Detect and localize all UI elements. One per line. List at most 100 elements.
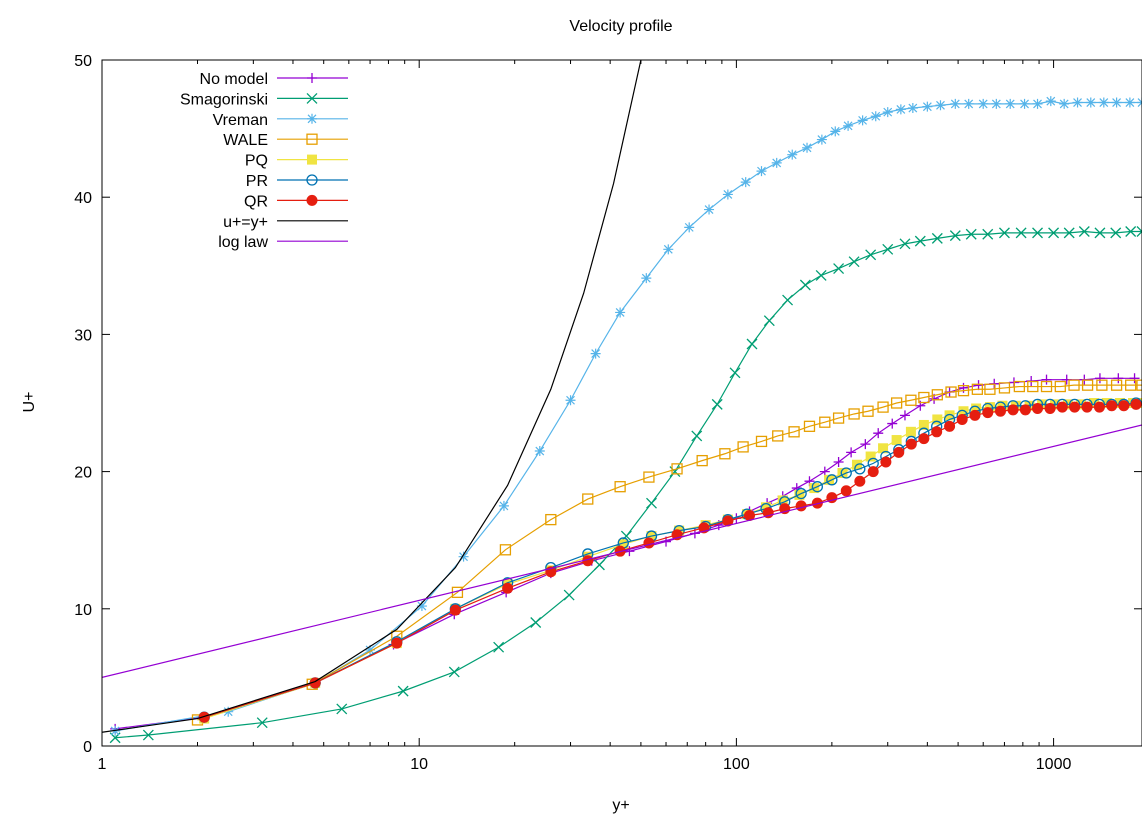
data-point-no-model bbox=[899, 410, 910, 421]
y-axis-label: U+ bbox=[21, 392, 38, 413]
data-point-vreman bbox=[843, 120, 854, 131]
legend: No model Smagorinski Vreman WALE PQ PR QR u+=y+… bbox=[180, 71, 348, 251]
legend-item-no-model: No model bbox=[200, 71, 348, 88]
data-point-smagorinski bbox=[397, 685, 409, 697]
series-pq bbox=[199, 398, 1142, 724]
data-point-smagorinski bbox=[965, 228, 977, 240]
legend-label: PQ bbox=[245, 153, 268, 170]
data-point-pr bbox=[840, 467, 852, 479]
data-point-pq bbox=[984, 402, 995, 413]
series-qr bbox=[198, 398, 1142, 723]
data-point-vreman bbox=[870, 111, 881, 122]
data-point-pq bbox=[761, 502, 772, 513]
plot-series bbox=[102, 60, 1142, 744]
data-point-vreman bbox=[534, 446, 545, 457]
series-line-u-y bbox=[102, 60, 642, 733]
data-point-wale bbox=[1027, 380, 1039, 393]
chart-title: Velocity profile bbox=[569, 18, 672, 35]
data-point-qr bbox=[795, 500, 807, 512]
legend-marker bbox=[307, 73, 317, 83]
data-point-wale bbox=[1125, 379, 1137, 391]
data-point-wale bbox=[877, 401, 889, 413]
data-point-vreman bbox=[641, 273, 652, 284]
data-point-smagorinski bbox=[336, 703, 348, 715]
legend-marker bbox=[307, 113, 317, 124]
data-point-wale bbox=[905, 394, 917, 406]
data-point-vreman bbox=[1059, 98, 1070, 109]
data-point-vreman bbox=[935, 100, 946, 111]
data-point-wale bbox=[696, 454, 708, 467]
data-point-vreman bbox=[771, 157, 782, 168]
data-point-vreman bbox=[802, 142, 813, 153]
series-line-smagorinski bbox=[115, 230, 1142, 739]
data-point-pq bbox=[878, 443, 889, 454]
data-point-smagorinski bbox=[1136, 226, 1142, 237]
data-point-vreman bbox=[663, 244, 674, 255]
data-point-qr bbox=[982, 407, 994, 419]
data-point-smagorinski bbox=[729, 367, 741, 379]
data-point-vreman bbox=[830, 126, 841, 137]
series-line-pq bbox=[204, 402, 1142, 720]
legend-item-qr: QR bbox=[244, 193, 348, 210]
data-point-qr bbox=[944, 420, 956, 432]
data-point-no-model bbox=[860, 439, 871, 450]
series-line-log-law bbox=[102, 424, 1142, 678]
data-point-pq bbox=[865, 451, 876, 462]
data-point-qr bbox=[893, 446, 905, 458]
data-point-smagorinski bbox=[815, 269, 827, 281]
data-point-pq bbox=[918, 419, 929, 430]
x-axis-label: y+ bbox=[612, 797, 629, 814]
data-point-vreman bbox=[684, 222, 695, 233]
data-point-smagorinski bbox=[1015, 227, 1027, 239]
data-point-no-model bbox=[873, 428, 884, 439]
data-point-smagorinski bbox=[1078, 226, 1090, 237]
y-tick-label: 20 bbox=[74, 465, 92, 482]
data-point-wale bbox=[819, 416, 831, 428]
data-point-pr bbox=[811, 481, 824, 493]
data-point-vreman bbox=[857, 115, 868, 126]
data-point-vreman bbox=[1098, 97, 1109, 108]
data-point-wale bbox=[832, 412, 845, 424]
data-point-no-model bbox=[1094, 373, 1105, 384]
data-point-smagorinski bbox=[914, 235, 926, 247]
y-tick-label: 0 bbox=[83, 739, 92, 756]
data-point-vreman bbox=[1111, 97, 1122, 108]
data-point-vreman bbox=[907, 103, 918, 114]
data-point-wale bbox=[890, 397, 903, 409]
legend-item-pr: PR bbox=[246, 173, 348, 190]
data-point-wale bbox=[614, 481, 626, 493]
legend-item-log-law: log law bbox=[218, 234, 348, 251]
data-point-pr bbox=[854, 463, 866, 475]
data-point-vreman bbox=[1072, 97, 1083, 108]
data-point-pq bbox=[944, 410, 955, 421]
data-point-vreman bbox=[922, 101, 933, 112]
series-line-pr bbox=[204, 402, 1137, 718]
data-point-qr bbox=[1007, 404, 1019, 416]
legend-item-u-y: u+=y+ bbox=[223, 214, 348, 231]
data-point-vreman bbox=[1124, 97, 1135, 108]
data-point-wale bbox=[918, 391, 930, 404]
legend-label: PR bbox=[246, 173, 268, 190]
y-tick-label: 30 bbox=[74, 327, 92, 344]
data-point-smagorinski bbox=[833, 263, 845, 275]
data-point-wale bbox=[582, 493, 594, 505]
y-tick-label: 50 bbox=[74, 53, 92, 70]
data-point-wale bbox=[1136, 379, 1142, 391]
data-point-vreman bbox=[498, 500, 509, 511]
data-point-wale bbox=[971, 383, 983, 395]
data-point-pq bbox=[837, 467, 848, 478]
legend-label: Smagorinski bbox=[180, 91, 268, 108]
data-point-qr bbox=[1130, 398, 1142, 410]
data-point-smagorinski bbox=[593, 559, 605, 571]
data-point-smagorinski bbox=[782, 294, 794, 306]
data-point-smagorinski bbox=[1110, 227, 1122, 239]
data-point-smagorinski bbox=[848, 256, 860, 268]
data-point-wale bbox=[643, 471, 655, 483]
data-point-smagorinski bbox=[711, 398, 723, 410]
data-point-smagorinski bbox=[1048, 227, 1060, 239]
data-point-vreman bbox=[1085, 97, 1096, 108]
legend-marker bbox=[307, 154, 317, 165]
data-point-wale bbox=[931, 389, 943, 401]
data-point-qr bbox=[1044, 402, 1056, 414]
legend-marker bbox=[306, 194, 318, 206]
